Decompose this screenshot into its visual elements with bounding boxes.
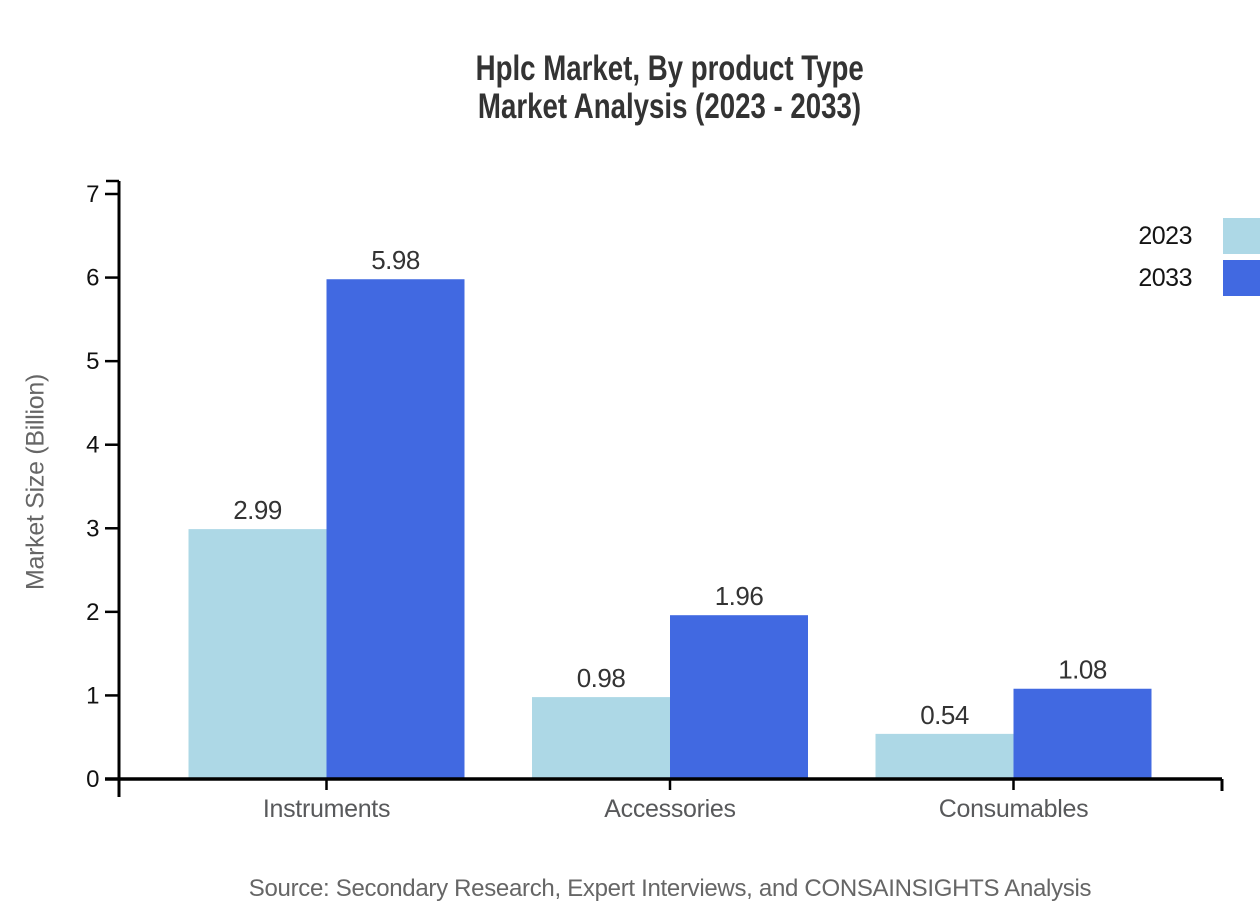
y-axis-tick-label: 4 [86,432,99,459]
bar-value-label: 2.99 [233,495,282,525]
bar-accessories-2023 [532,697,670,779]
bar-accessories-2033 [670,615,808,779]
y-axis-tick-label: 0 [86,766,99,793]
legend-item-2023: 2023 [1138,218,1260,254]
y-axis-tick-label: 7 [86,181,99,208]
legend-swatch-2033 [1223,260,1260,296]
y-axis-tick-label: 1 [86,682,99,709]
bar-value-label: 0.54 [920,700,969,730]
chart-title: Hplc Market, By product Type Market Anal… [80,50,1260,126]
legend-label-2023: 2023 [1138,221,1192,250]
bar-consumables-2033 [1013,688,1152,779]
bar-consumables-2023 [875,733,1014,779]
chart-title-line-1: Hplc Market, By product Type [475,49,865,88]
bar-value-label: 5.98 [371,245,420,275]
legend-swatch-2023 [1223,218,1260,254]
bar-value-label: 1.08 [1058,655,1107,685]
category-label-consumables: Consumables [939,795,1089,823]
legend-item-2033: 2033 [1138,260,1260,296]
y-axis-tick-label: 6 [86,265,99,292]
bar-value-label: 0.98 [577,663,626,693]
legend-label-2033: 2033 [1138,263,1192,292]
category-label-instruments: Instruments [263,795,390,823]
y-axis-tick-label: 5 [86,348,99,375]
chart-title-line-2: Market Analysis (2023 - 2033) [478,87,862,126]
bar-value-label: 1.96 [715,581,764,611]
legend: 2023 2033 [1138,218,1260,296]
bar-instruments-2033 [326,279,465,779]
bar-instruments-2023 [188,529,327,779]
category-label-accessories: Accessories [604,795,735,823]
source-note: Source: Secondary Research, Expert Inter… [248,875,1092,902]
y-axis-tick-label: 3 [86,515,99,542]
y-axis-tick-label: 2 [86,599,99,626]
